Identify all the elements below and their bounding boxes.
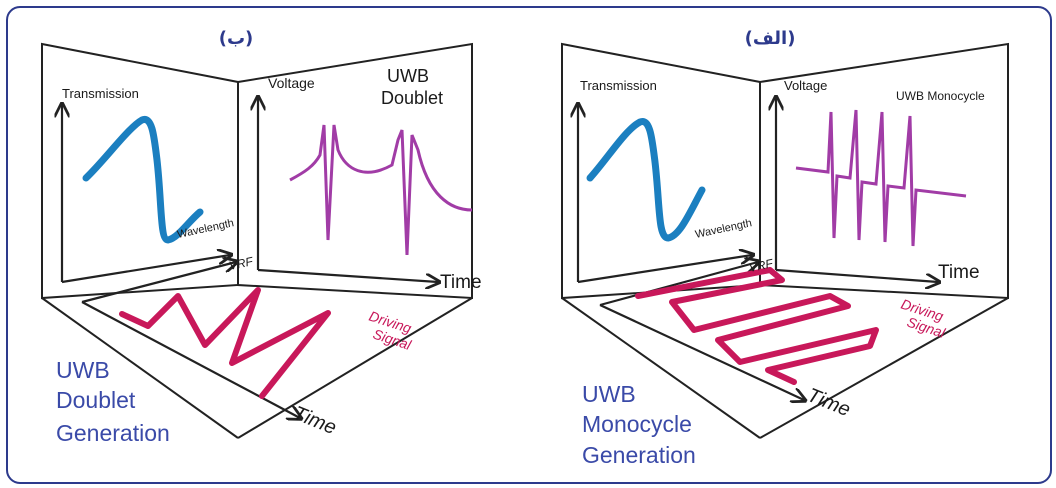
- monocycle-transmission-curve: [586, 118, 706, 242]
- doublet-time-label-back: Time: [440, 272, 482, 293]
- monocycle-voltage-pulses: [795, 109, 967, 247]
- monocycle-axes: [578, 98, 938, 400]
- diagram-frame: [6, 6, 1052, 484]
- monocycle-voltage-label: Voltage: [784, 78, 827, 93]
- monocycle-wavelength-label: Wavelength: [694, 217, 753, 241]
- monocycle-transmission-label: Transmission: [580, 78, 657, 93]
- doublet-vrf-axis: [81, 262, 236, 304]
- doublet-voltage-pulses: [289, 124, 473, 256]
- monocycle-panel: (الف) Transmission Wavelength Voltage UW…: [561, 28, 1009, 468]
- monocycle-pulse-label: UWB Monocycle: [896, 89, 985, 103]
- monocycle-vrf-label: VRF: [748, 256, 775, 275]
- monocycle-driving-signal: [635, 267, 879, 385]
- doublet-box-structure: [41, 42, 473, 439]
- doublet-transmission-label: Transmission: [62, 86, 139, 101]
- doublet-driving-signal: [119, 287, 331, 399]
- monocycle-floor-time-axis: [599, 304, 804, 400]
- monocycle-time-axis-back: [775, 268, 938, 282]
- doublet-generation-line-1: UWB: [56, 357, 110, 383]
- doublet-time-axis-back: [257, 268, 438, 282]
- doublet-time-label-floor: Time: [290, 402, 339, 439]
- monocycle-box-structure: [561, 42, 1009, 439]
- doublet-pulse-label-1: UWB: [387, 66, 429, 86]
- doublet-vrf-label: VRF: [228, 254, 255, 273]
- doublet-generation-line-3: Generation: [56, 420, 170, 446]
- doublet-transmission-curve: [82, 116, 204, 244]
- monocycle-wavelength-axis: [577, 255, 752, 284]
- doublet-axes: [62, 98, 438, 418]
- doublet-panel: (ب) Transmission Wavelength Voltage UWB …: [41, 28, 482, 446]
- doublet-voltage-label: Voltage: [268, 75, 315, 91]
- monocycle-panel-tag: (الف): [745, 28, 796, 49]
- monocycle-generation-line-1: UWB: [582, 381, 636, 407]
- doublet-wavelength-axis: [61, 255, 230, 284]
- monocycle-time-label-back: Time: [938, 262, 980, 283]
- monocycle-vrf-axis: [599, 262, 758, 307]
- doublet-pulse-label-2: Doublet: [381, 88, 443, 108]
- monocycle-generation-line-3: Generation: [582, 442, 696, 468]
- monocycle-generation-line-2: Monocycle: [582, 411, 692, 437]
- doublet-floor-time-axis: [81, 301, 300, 418]
- doublet-generation-line-2: Doublet: [56, 387, 136, 413]
- doublet-wavelength-label: Wavelength: [176, 217, 235, 241]
- doublet-panel-tag: (ب): [219, 28, 254, 49]
